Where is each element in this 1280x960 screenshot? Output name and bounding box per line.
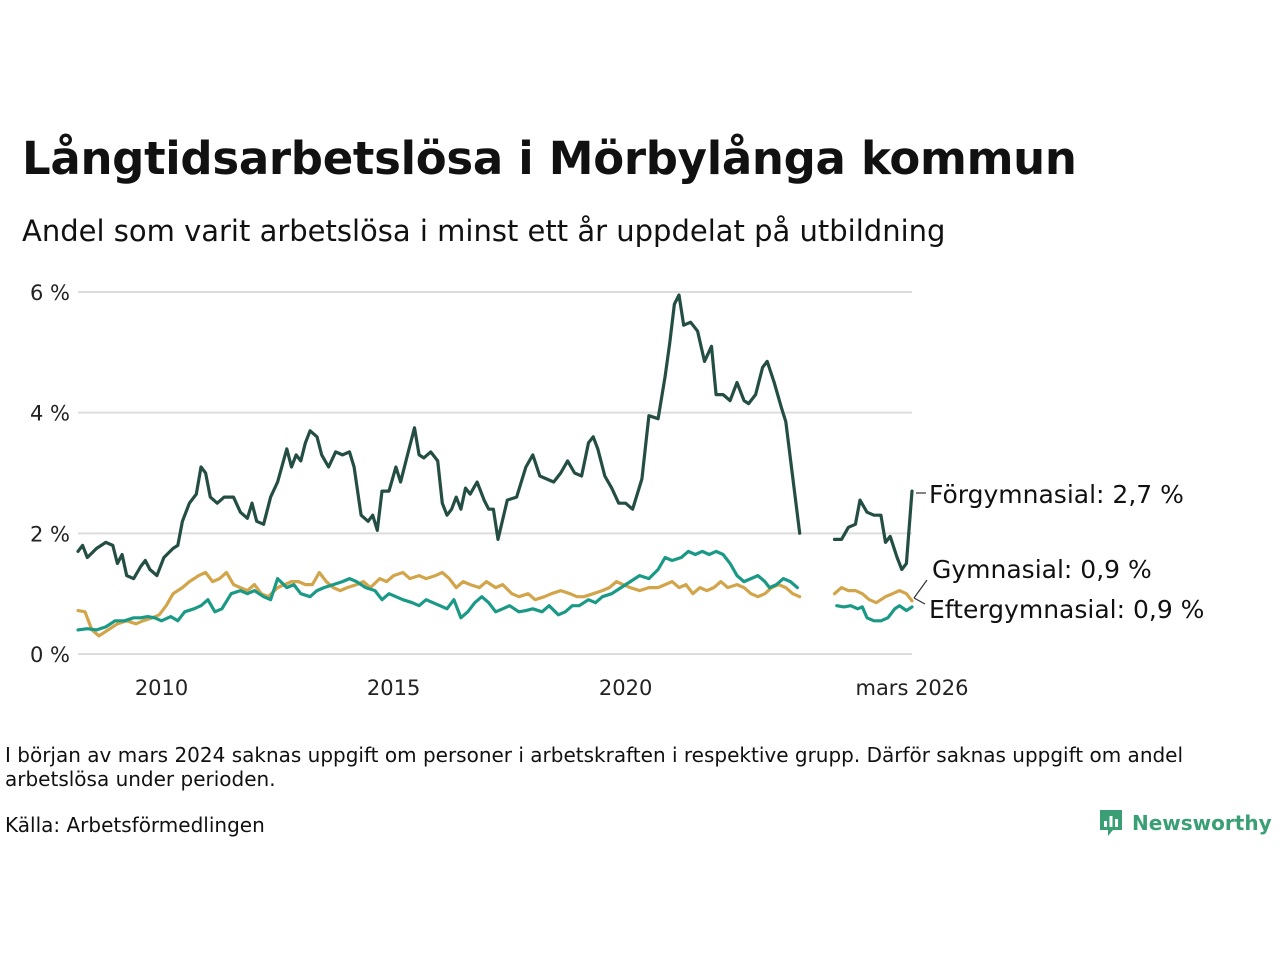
label-leader-gymnasial <box>913 579 928 599</box>
series-line-gymnasial-segment-1 <box>76 549 799 632</box>
brand-name: Newsworthy <box>1132 811 1272 835</box>
x-tick-label: 2020 <box>599 676 652 700</box>
series-label-eftergymnasial: Eftergymnasial: 0,9 % <box>929 595 1204 624</box>
series-line-forgymnasial-segment-2 <box>832 489 914 572</box>
gridlines <box>78 291 912 655</box>
series-line-forgymnasial-segment-1 <box>76 293 802 581</box>
series-label-forgymnasial: Förgymnasial: 2,7 % <box>929 480 1184 509</box>
x-tick-label: 2015 <box>367 676 420 700</box>
x-tick-label: 2010 <box>135 676 188 700</box>
source-text: Källa: Arbetsförmedlingen <box>5 813 265 837</box>
series-lines <box>76 293 914 638</box>
series-labels: Förgymnasial: 2,7 % Gymnasial: 0,9 % Efter… <box>913 480 1204 624</box>
chart-title: Långtidsarbetslösa i Mörbylånga kommun <box>22 132 1077 185</box>
series-line-gymnasial-segment-2 <box>835 604 914 623</box>
y-tick-label: 0 % <box>30 643 70 667</box>
label-leader-eftergymnasial <box>913 597 926 605</box>
x-axis-ticks: 2010 2015 2020 mars 2026 <box>135 676 969 700</box>
series-label-gymnasial: Gymnasial: 0,9 % <box>932 555 1152 584</box>
y-tick-label: 2 % <box>30 522 70 546</box>
x-tick-label: mars 2026 <box>855 676 968 700</box>
series-line-eftergymnasial-segment-2 <box>832 586 914 605</box>
footnote: I början av mars 2024 saknas uppgift om … <box>5 743 1184 791</box>
chart-subtitle: Andel som varit arbetslösa i minst ett å… <box>22 214 946 248</box>
y-tick-label: 4 % <box>30 402 70 426</box>
newsworthy-logo-icon <box>1100 810 1122 836</box>
newsworthy-logo[interactable]: Newsworthy <box>1098 808 1272 838</box>
series-line-eftergymnasial-segment-1 <box>76 570 802 638</box>
y-axis-ticks: 0 % 2 % 4 % 6 % <box>30 281 70 667</box>
y-tick-label: 6 % <box>30 281 70 305</box>
